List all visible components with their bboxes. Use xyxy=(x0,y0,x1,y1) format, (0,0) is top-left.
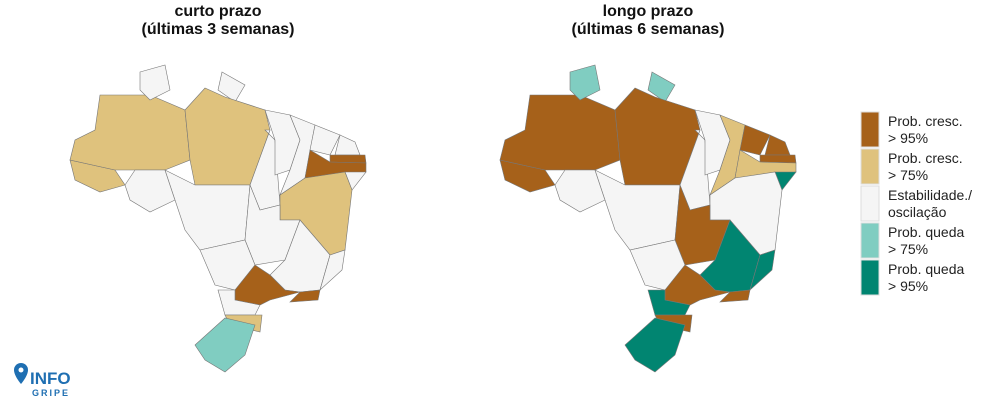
legend-item: Prob. queda> 75% xyxy=(860,222,964,259)
legend-label: Prob. cresc. xyxy=(888,113,963,129)
legend-swatch xyxy=(860,111,880,148)
map-title: (últimas 3 semanas) xyxy=(142,21,295,38)
region xyxy=(499,94,621,171)
legend-swatch xyxy=(860,259,880,296)
legend-item: Prob. cresc.> 95% xyxy=(860,111,963,148)
region xyxy=(309,124,341,156)
legend-label: Prob. cresc. xyxy=(888,150,963,166)
legend-item: Estabilidade./oscilação xyxy=(860,185,972,222)
region xyxy=(139,64,171,101)
legend-label: > 95% xyxy=(888,130,928,146)
region xyxy=(674,184,731,266)
legend-label: Prob. queda xyxy=(888,261,964,277)
region xyxy=(319,249,346,291)
region xyxy=(759,154,797,164)
map: curto prazo(últimas 3 semanas) xyxy=(69,3,367,373)
region xyxy=(329,154,367,164)
region xyxy=(734,149,797,179)
logo: INFO GRIPE xyxy=(14,363,71,398)
region xyxy=(244,184,301,266)
map-title: curto prazo xyxy=(174,3,261,20)
region xyxy=(719,289,751,303)
region xyxy=(749,249,776,291)
legend-label: Estabilidade./ xyxy=(888,187,972,203)
region xyxy=(289,289,321,303)
legend-item: Prob. cresc.> 75% xyxy=(860,148,963,185)
map-title: longo prazo xyxy=(603,3,694,20)
region xyxy=(304,149,367,179)
legend-label: > 75% xyxy=(888,167,928,183)
region xyxy=(569,64,601,101)
legend-label: > 95% xyxy=(888,278,928,294)
map-title: (últimas 6 semanas) xyxy=(572,21,725,38)
region xyxy=(194,317,256,373)
logo-top: INFO xyxy=(30,369,71,388)
legend-label: > 75% xyxy=(888,241,928,257)
legend-item: Prob. queda> 95% xyxy=(860,259,964,296)
legend-swatch xyxy=(860,222,880,259)
legend-label: Prob. queda xyxy=(888,224,964,240)
legend-swatch xyxy=(860,185,880,222)
region xyxy=(624,317,686,373)
legend-label: oscilação xyxy=(888,204,947,220)
region xyxy=(69,94,191,171)
logo-bottom: GRIPE xyxy=(32,388,70,398)
legend-swatch xyxy=(860,148,880,185)
region xyxy=(739,124,771,156)
logo-pin xyxy=(14,363,28,384)
map: longo prazo(últimas 6 semanas) xyxy=(499,3,797,373)
logo-dot xyxy=(18,367,24,373)
